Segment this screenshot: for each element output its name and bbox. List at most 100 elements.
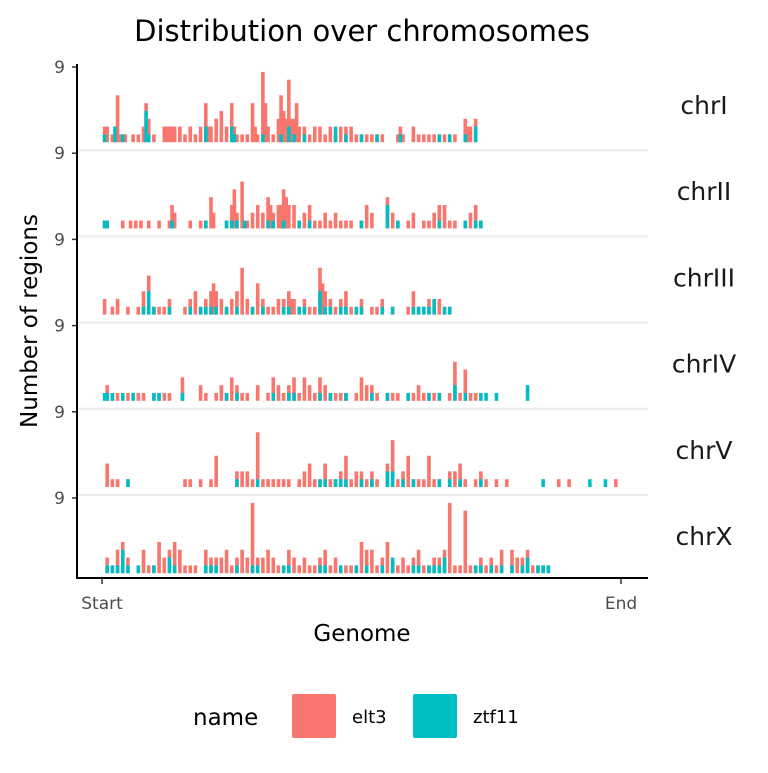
bar-ztf11 (250, 306, 255, 315)
bar-elt3 (188, 565, 193, 574)
bar-elt3 (261, 479, 265, 487)
bar-elt3 (224, 126, 229, 143)
bar-elt3 (318, 267, 322, 315)
bar-ztf11 (344, 479, 348, 487)
bar-elt3 (359, 377, 364, 401)
bar-ztf11 (204, 565, 208, 574)
bar-elt3 (323, 134, 327, 143)
bar-ztf11 (120, 549, 125, 574)
strip-label-chrX: chrX (676, 522, 733, 551)
bar-elt3 (406, 306, 411, 315)
bar-elt3 (287, 79, 291, 143)
bar-elt3 (344, 565, 348, 574)
y-tick-label: 9 (54, 58, 65, 78)
bar-elt3 (266, 549, 270, 574)
bar-ztf11 (525, 557, 530, 574)
bar-ztf11 (479, 565, 483, 574)
bar-elt3 (167, 392, 172, 401)
bar-elt3 (375, 306, 379, 315)
bar-elt3 (318, 126, 322, 143)
bar-elt3 (162, 306, 167, 315)
bar-elt3 (204, 103, 208, 143)
bar-ztf11 (359, 134, 364, 143)
bar-elt3 (421, 134, 426, 143)
legend-label-ztf11: ztf11 (473, 707, 519, 728)
bar-ztf11 (338, 306, 343, 315)
bar-elt3 (146, 565, 151, 574)
bar-ztf11 (136, 565, 141, 574)
bar-elt3 (183, 306, 187, 315)
bar-ztf11 (359, 479, 364, 487)
bar-elt3 (421, 565, 426, 574)
bar-elt3 (292, 118, 296, 143)
bar-elt3 (468, 392, 473, 401)
bar-elt3 (198, 220, 203, 229)
bar-ztf11 (242, 220, 247, 229)
bar-elt3 (364, 479, 369, 487)
bar-ztf11 (287, 126, 291, 143)
bar-elt3 (401, 134, 405, 143)
bar-ztf11 (401, 479, 405, 487)
bar-elt3 (416, 479, 421, 487)
bar-ztf11 (385, 471, 390, 487)
bar-elt3 (307, 204, 312, 229)
bar-ztf11 (520, 565, 525, 574)
x-ticks-layer: Start End (81, 578, 637, 614)
bar-elt3 (255, 283, 260, 315)
bar-elt3 (421, 220, 426, 229)
bar-elt3 (281, 479, 286, 487)
bar-ztf11 (447, 134, 452, 143)
bar-ztf11 (152, 565, 156, 574)
bar-ztf11 (318, 392, 322, 401)
bar-elt3 (380, 134, 385, 143)
bar-ztf11 (170, 220, 174, 229)
legend: name elt3 ztf11 (193, 693, 519, 739)
bar-elt3 (458, 565, 462, 574)
bar-ztf11 (224, 220, 229, 229)
bar-elt3 (421, 392, 426, 401)
bar-elt3 (333, 392, 338, 401)
bar-elt3 (172, 212, 177, 229)
bar-elt3 (406, 565, 411, 574)
bar-ztf11 (323, 479, 327, 487)
bar-ztf11 (427, 392, 431, 401)
bar-elt3 (432, 392, 436, 401)
bar-elt3 (385, 541, 390, 574)
bar-elt3 (250, 103, 255, 143)
bar-ztf11 (458, 479, 462, 487)
strip-label-chrIII: chrIII (673, 263, 735, 292)
bar-ztf11 (232, 134, 237, 143)
bar-elt3 (396, 392, 400, 401)
bar-ztf11 (235, 306, 239, 315)
bar-elt3 (115, 95, 120, 143)
bar-elt3 (178, 549, 182, 574)
bar-elt3 (530, 565, 535, 574)
bar-elt3 (364, 549, 369, 574)
bar-elt3 (255, 432, 260, 487)
bar-elt3 (307, 134, 312, 143)
bar-elt3 (141, 549, 146, 574)
bar-elt3 (198, 385, 203, 401)
bar-elt3 (287, 549, 291, 574)
bar-ztf11 (406, 392, 411, 401)
bar-elt3 (136, 392, 141, 401)
bar-elt3 (229, 204, 234, 229)
bar-elt3 (279, 204, 283, 229)
bar-elt3 (209, 126, 213, 143)
y-tick-label: 9 (54, 489, 65, 509)
bar-elt3 (250, 502, 255, 574)
bar-ztf11 (323, 306, 327, 315)
bar-elt3 (287, 479, 291, 487)
bar-elt3 (447, 392, 452, 401)
bar-elt3 (281, 189, 286, 229)
bar-elt3 (204, 392, 208, 401)
bar-elt3 (266, 392, 270, 401)
legend-title: name (193, 705, 258, 731)
bar-ztf11 (333, 126, 338, 143)
bar-elt3 (276, 479, 281, 487)
bar-elt3 (416, 134, 421, 143)
bar-ztf11 (453, 385, 457, 401)
bar-elt3 (370, 134, 374, 143)
bar-ztf11 (380, 565, 385, 574)
bar-elt3 (261, 212, 265, 229)
